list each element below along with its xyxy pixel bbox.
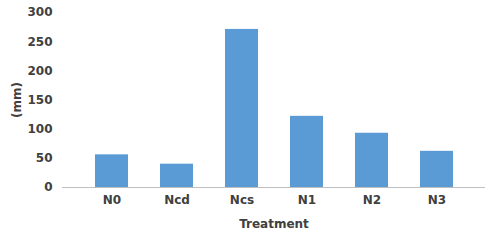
svg-text:150: 150 — [27, 93, 52, 107]
svg-text:0: 0 — [44, 180, 52, 194]
svg-text:(mm): (mm) — [10, 82, 24, 118]
svg-text:N0: N0 — [103, 193, 121, 207]
svg-text:Treatment: Treatment — [239, 217, 309, 231]
svg-text:100: 100 — [27, 122, 52, 136]
svg-text:N2: N2 — [363, 193, 381, 207]
svg-text:Ncs: Ncs — [230, 193, 254, 207]
svg-text:N3: N3 — [428, 193, 446, 207]
svg-text:50: 50 — [36, 151, 53, 165]
svg-text:200: 200 — [27, 64, 52, 78]
svg-text:250: 250 — [27, 35, 52, 49]
svg-text:Ncd: Ncd — [164, 193, 190, 207]
svg-text:N1: N1 — [298, 193, 316, 207]
svg-text:300: 300 — [27, 5, 52, 19]
